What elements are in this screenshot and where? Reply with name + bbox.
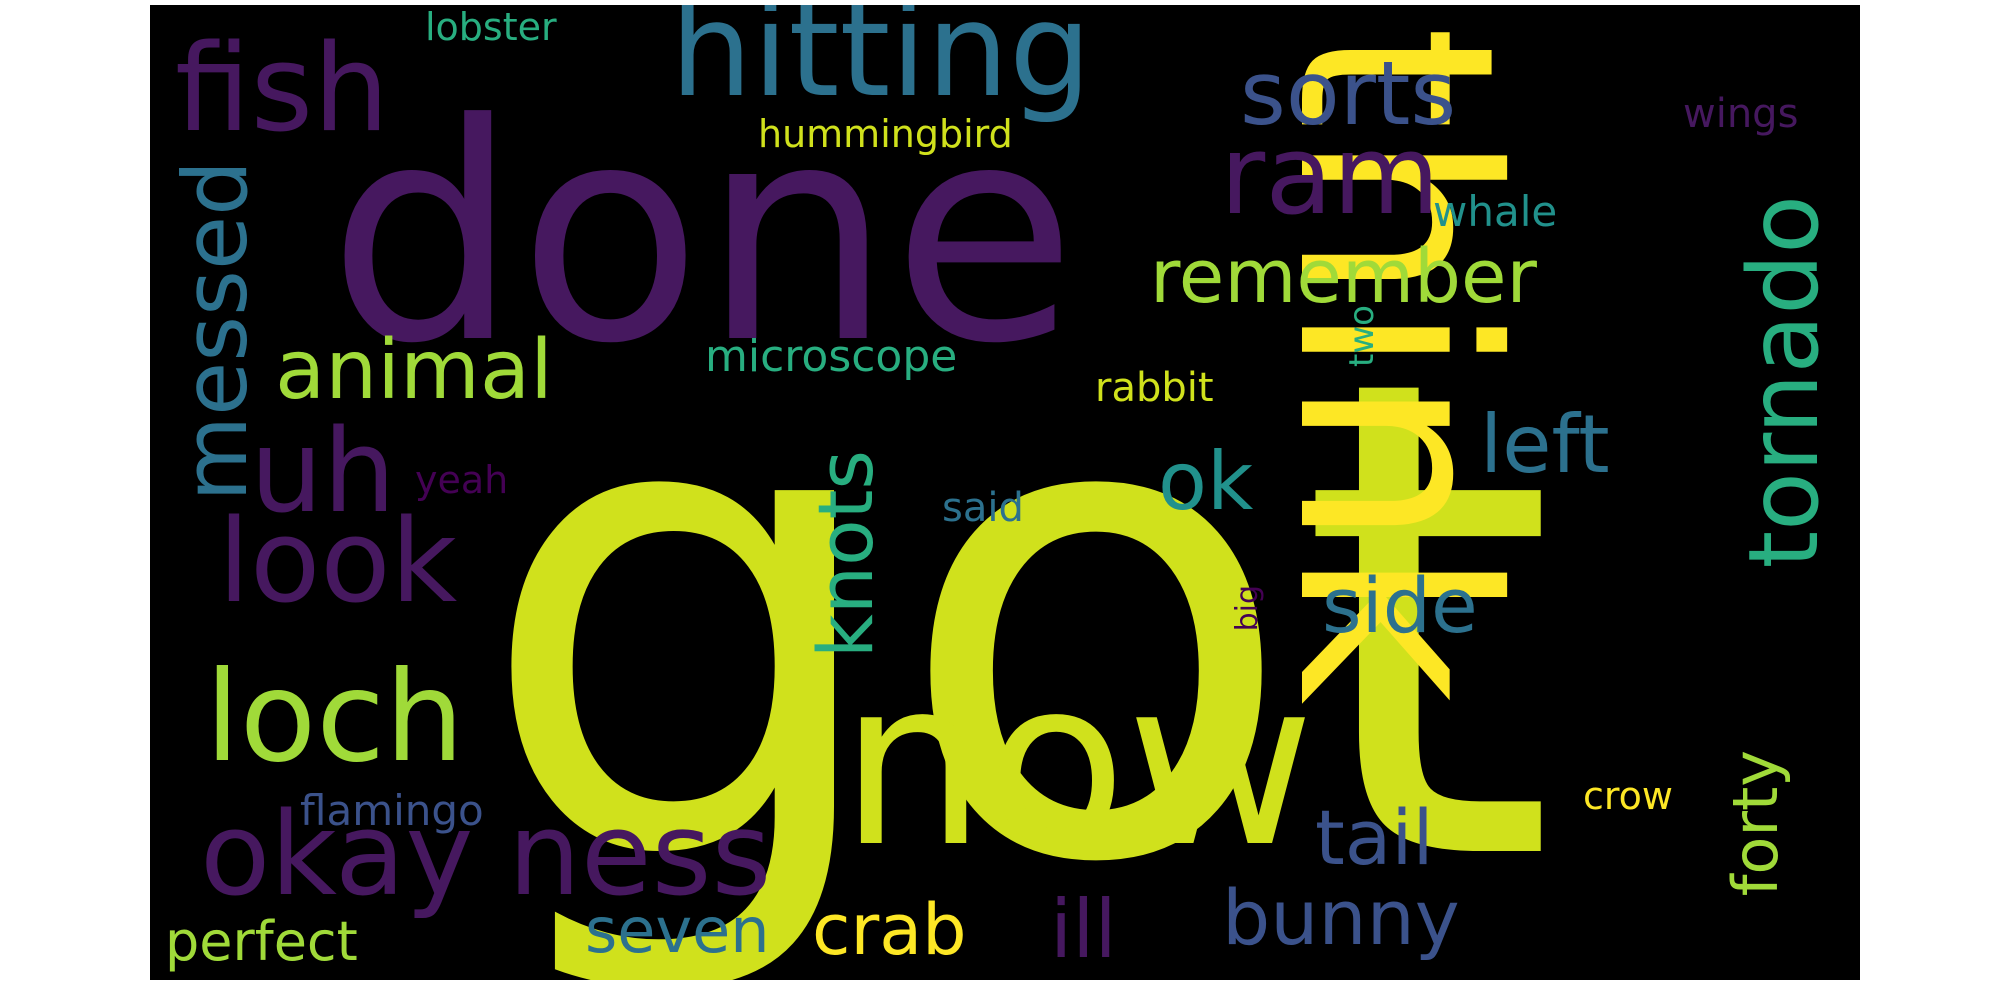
word-fish: fish	[175, 20, 390, 159]
word-whale: whale	[1433, 187, 1558, 236]
word-animal: animal	[275, 323, 553, 418]
word-left: left	[1480, 398, 1610, 491]
word-loch: loch	[205, 645, 465, 790]
word-ill: ill	[1050, 883, 1117, 976]
word-done: done	[328, 60, 1077, 409]
word-big: big	[1230, 585, 1265, 632]
word-forty: forty	[1719, 750, 1792, 897]
word-two: two	[1342, 305, 1382, 367]
word-now: now	[840, 631, 1315, 898]
word-okay: okay	[200, 788, 474, 922]
word-bunny: bunny	[1222, 873, 1460, 962]
word-crow: crow	[1583, 774, 1674, 818]
word-said: said	[942, 485, 1024, 531]
word-tail: tail	[1315, 793, 1434, 882]
word-microscope: microscope	[705, 331, 958, 382]
word-think: think	[1238, 25, 1553, 705]
word-cloud-canvas: got done think now hitting fish look oka…	[150, 5, 1860, 980]
word-tornado: tornado	[1728, 195, 1840, 569]
word-wings: wings	[1683, 91, 1799, 137]
word-ok: ok	[1158, 435, 1254, 528]
word-sorts: sorts	[1240, 42, 1457, 145]
word-yeah: yeah	[415, 458, 509, 502]
word-ram: ram	[1220, 111, 1440, 239]
word-lobster: lobster	[425, 5, 557, 49]
word-hummingbird: hummingbird	[758, 112, 1013, 156]
word-rabbit: rabbit	[1095, 365, 1214, 411]
word-seven: seven	[585, 894, 770, 967]
word-flamingo: flamingo	[300, 786, 484, 835]
word-perfect: perfect	[165, 910, 358, 973]
word-messed: messed	[164, 160, 267, 502]
word-look: look	[218, 495, 458, 629]
word-side: side	[1322, 561, 1478, 650]
word-got: got	[475, 238, 1557, 980]
word-ness: ness	[508, 788, 772, 922]
word-uh: uh	[250, 405, 396, 539]
word-hitting: hitting	[670, 5, 1092, 126]
word-remember: remember	[1150, 234, 1537, 320]
word-knots: knots	[801, 450, 890, 659]
word-crab: crab	[812, 889, 967, 971]
